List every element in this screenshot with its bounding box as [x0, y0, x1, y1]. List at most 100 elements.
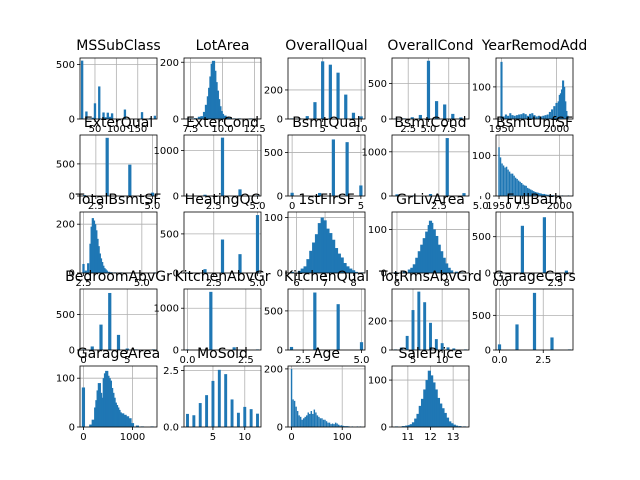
histogram-bar	[108, 271, 111, 273]
histogram-bar	[186, 413, 189, 427]
histogram-bar	[402, 271, 407, 273]
histogram-bar	[546, 194, 549, 196]
histogram-bar	[566, 115, 569, 119]
panel-fullbath: 0.0 2.5 0 500 FullBath	[472, 192, 574, 289]
histogram-bar	[446, 347, 450, 350]
histogram-bar	[442, 257, 446, 273]
histogram-bar	[562, 80, 565, 119]
histogram-bar	[322, 419, 325, 427]
histogram-bar	[328, 422, 331, 427]
histogram-bar	[537, 192, 539, 196]
panel-overallcond: 2.5 5.0 7.5 0 500 OverallCond	[368, 38, 474, 135]
y-tick-label: 0	[69, 423, 75, 434]
x-tick-label: 10	[355, 124, 368, 135]
histogram-bar	[330, 424, 332, 427]
histogram-bar	[204, 104, 209, 119]
x-tick-label: 10.0	[211, 124, 233, 135]
histogram-bar	[515, 324, 519, 350]
panel-age: 0 100 0 200 Age	[264, 346, 366, 443]
x-tick-label: 100	[107, 124, 126, 135]
histogram-bar	[534, 191, 536, 196]
histogram-bar	[118, 412, 122, 427]
y-tick-label: 200	[368, 316, 387, 327]
y-tick-label: 0	[381, 269, 387, 280]
histogram-bar	[528, 188, 530, 196]
histogram-bar	[411, 310, 415, 350]
histogram-bar	[306, 415, 308, 427]
histogram-bar	[401, 426, 405, 427]
histogram-bar	[84, 270, 87, 273]
histogram-bar	[542, 193, 544, 196]
histogram-bar	[296, 411, 299, 427]
y-tick-label: 0	[381, 192, 387, 203]
y-tick-label: 0	[173, 269, 179, 280]
histogram-bar	[302, 418, 305, 427]
x-tick-label: 0	[80, 432, 86, 443]
axes-frame	[391, 134, 470, 197]
x-tick-label: 150	[128, 124, 147, 135]
panel-title: OverallQual	[285, 38, 367, 54]
histogram-bar	[312, 242, 316, 273]
histogram-bar	[121, 413, 125, 427]
histogram-bar	[312, 413, 314, 427]
y-tick-label: 500	[472, 311, 491, 322]
histogram-bar	[198, 403, 202, 427]
y-tick-label: 0	[277, 192, 283, 203]
x-tick-label: 1950	[489, 124, 514, 135]
panel-title: BsmtCond	[394, 115, 466, 131]
histogram-bar	[405, 425, 409, 427]
x-tick-label: 5	[410, 355, 416, 366]
y-tick-label: 100	[368, 376, 387, 387]
axes-frame	[391, 57, 470, 120]
y-tick-label: 0	[381, 423, 387, 434]
y-tick-label: 500	[264, 306, 283, 317]
histogram-bar	[515, 115, 518, 119]
histogram-bar	[440, 343, 444, 350]
histogram-bar	[409, 424, 413, 427]
histogram-bar	[331, 423, 334, 427]
axes-frame	[287, 288, 366, 351]
panel-kitchenqual: 2.5 5.0 0 500 KitchenQual	[264, 269, 370, 366]
histogram-bar	[414, 418, 418, 427]
x-tick-label: 5.0	[354, 355, 370, 366]
panel-garagecars: 0.0 2.5 0 500 GarageCars	[472, 269, 576, 366]
x-tick-label: 0	[288, 432, 294, 443]
histogram-bar	[299, 416, 302, 427]
x-tick-label: 2.5	[535, 355, 551, 366]
histogram-bar	[351, 112, 356, 119]
histogram-bar	[543, 193, 546, 196]
histogram-bar	[447, 267, 451, 273]
panel-title: GarageCars	[493, 269, 576, 285]
histogram-bar	[309, 250, 313, 273]
histogram-bar	[290, 368, 293, 427]
histogram-bar	[128, 164, 132, 196]
histogram-bar	[323, 220, 327, 273]
panel-title: LotArea	[196, 38, 250, 54]
histogram-bar	[128, 418, 132, 427]
histogram-bar	[399, 347, 403, 350]
histogram-bar	[345, 426, 347, 427]
axes-frame	[287, 134, 366, 197]
y-tick-label: 200	[160, 58, 179, 69]
histogram-bar	[153, 115, 157, 119]
y-tick-label: 0	[173, 115, 179, 126]
histogram-bar	[423, 302, 427, 350]
histogram-bar	[407, 269, 411, 273]
histogram-bar	[420, 398, 425, 427]
x-tick-label: 1950	[486, 201, 511, 212]
histogram-bar	[497, 344, 502, 350]
histogram-bar	[293, 400, 296, 427]
histogram-bar	[202, 111, 207, 119]
histogram-bar	[550, 337, 554, 350]
histogram-bar	[548, 111, 551, 119]
y-tick-label: 0	[69, 346, 75, 357]
histogram-bar	[354, 271, 359, 273]
panel-title: BsmtQual	[292, 115, 360, 131]
histogram-bar	[238, 254, 242, 273]
axes-frame	[391, 288, 470, 351]
histogram-bar	[417, 291, 421, 350]
histogram-bar	[553, 106, 556, 119]
histogram-bar	[505, 166, 508, 196]
histogram-bar	[501, 163, 503, 196]
